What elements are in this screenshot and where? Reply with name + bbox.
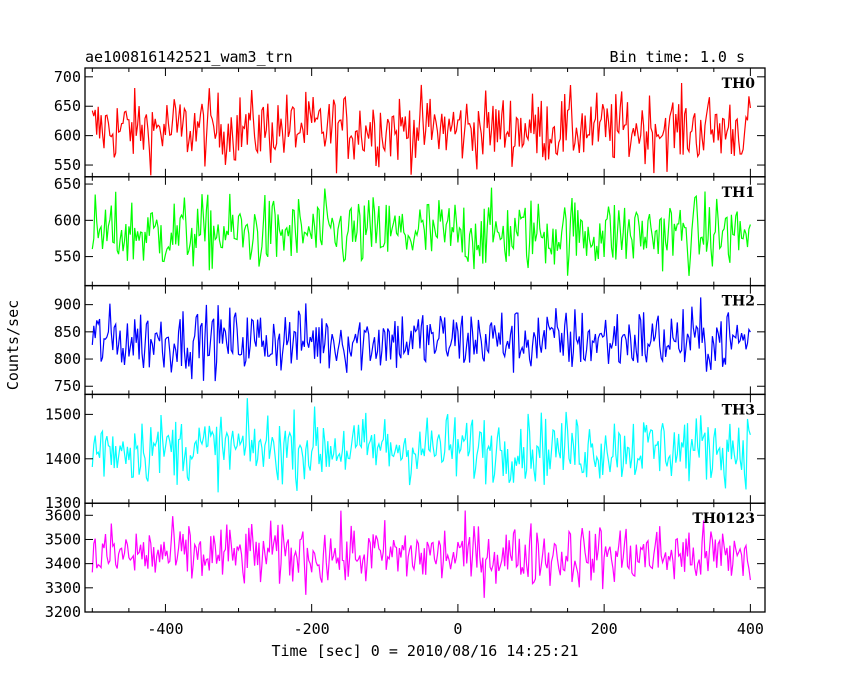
series-line-th0123 — [91, 510, 751, 598]
x-axis-label: Time [sec] 0 = 2010/08/16 14:25:21 — [271, 642, 578, 660]
x-tick-label: -200 — [294, 620, 330, 638]
y-axis-label: Counts/sec — [4, 300, 22, 390]
x-tick-label: 200 — [591, 620, 618, 638]
y-tick-label: 750 — [54, 377, 81, 395]
x-tick-label: 400 — [737, 620, 764, 638]
series-line-th3 — [91, 398, 751, 493]
y-tick-label: 3600 — [45, 506, 81, 524]
panel-label-th1: TH1 — [722, 185, 755, 201]
panel-label-th0123: TH0123 — [692, 511, 755, 527]
y-tick-label: 700 — [54, 68, 81, 86]
y-tick-label: 650 — [54, 175, 81, 193]
panel-label-th2: TH2 — [722, 294, 755, 310]
y-tick-label: 550 — [54, 248, 81, 266]
y-tick-label: 600 — [54, 127, 81, 145]
y-tick-label: 600 — [54, 211, 81, 229]
panel-label-th3: TH3 — [722, 402, 755, 418]
y-tick-label: 3400 — [45, 555, 81, 573]
y-tick-label: 1300 — [45, 494, 81, 512]
y-tick-label: 650 — [54, 97, 81, 115]
chart-title-left: ae100816142521_wam3_trn — [85, 48, 293, 66]
y-tick-label: 900 — [54, 296, 81, 314]
x-tick-label: -400 — [147, 620, 183, 638]
series-line-th0 — [91, 82, 751, 176]
y-tick-label: 800 — [54, 350, 81, 368]
panel-frame-th0123 — [84, 502, 766, 613]
y-tick-label: 1400 — [45, 450, 81, 468]
y-tick-label: 3300 — [45, 579, 81, 597]
panel-label-th0: TH0 — [722, 76, 756, 92]
y-tick-label: 3500 — [45, 530, 81, 548]
panel-frame-th0 — [84, 67, 766, 178]
series-line-th2 — [91, 297, 751, 382]
y-tick-label: 1500 — [45, 405, 81, 423]
y-tick-label: 550 — [54, 156, 81, 174]
panels-group: 550 600 650 700 TH0 550 600 650 TH1 750 800 850 900 T… — [45, 67, 766, 638]
x-tick-label: 0 — [453, 620, 462, 638]
y-tick-label: 3200 — [45, 603, 81, 621]
series-line-th1 — [91, 187, 751, 276]
chart-title-right: Bin time: 1.0 s — [610, 48, 745, 66]
y-tick-label: 850 — [54, 323, 81, 341]
